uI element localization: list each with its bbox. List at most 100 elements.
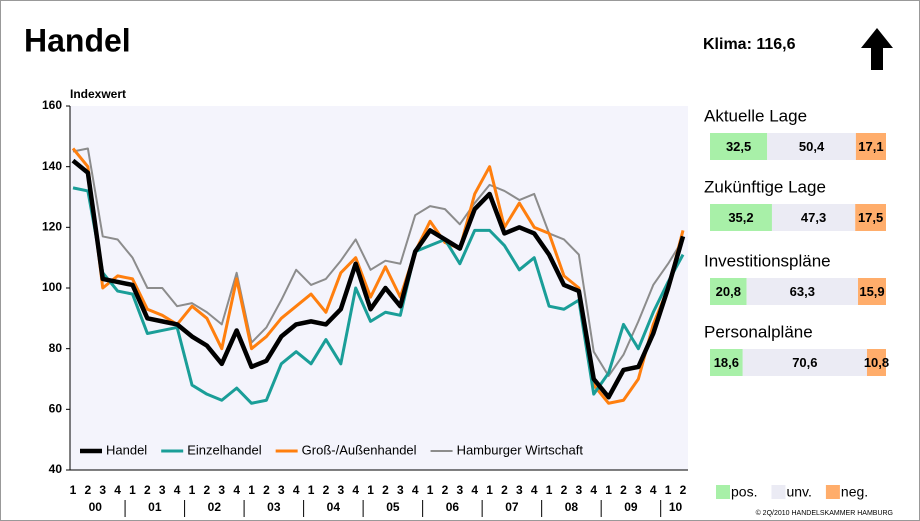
x-tick-label: 4 [590,483,597,497]
x-tick-label: 1 [546,483,553,497]
x-tick-label: 1 [248,483,255,497]
x-tick-label: 3 [99,483,106,497]
panel-value: 10,8 [864,355,889,370]
panel-value: 18,6 [714,355,739,370]
x-tick-label: 4 [233,483,240,497]
x-tick-label: 2 [680,483,687,497]
y-tick-label: 60 [49,402,63,416]
x-tick-label: 1 [70,483,77,497]
credit: © 2Q/2010 HANDELSKAMMER HAMBURG [756,509,893,517]
panel-bar [767,133,856,160]
y-tick-label: 140 [42,159,62,173]
legend-label: Groß-/Außenhandel [302,442,417,457]
panel-legend-label: neg. [841,484,868,500]
y-tick-label: 100 [42,280,62,294]
panel-title: Investitionspläne [704,251,831,270]
panel-bar [858,278,886,305]
x-tick-label: 4 [471,483,478,497]
y-tick-label: 120 [42,220,62,234]
panel-value: 20,8 [716,284,741,299]
x-tick-label: 1 [189,483,196,497]
y-tick-label: 160 [42,98,62,112]
x-tick-label: 1 [486,483,493,497]
panel-bar [710,278,747,305]
x-tick-label: 1 [367,483,374,497]
year-label: 03 [267,500,281,514]
series-line [71,158,686,400]
panel-title: Zukünftige Lage [704,177,826,196]
panel-value: 15,9 [859,284,884,299]
panel-bar [866,349,886,376]
year-label: 09 [624,500,638,514]
x-tick-label: 4 [412,483,419,497]
x-tick-label: 4 [650,483,657,497]
panel-bar [855,133,886,160]
x-tick-label: 2 [382,483,389,497]
klima: Klima: 116,6 [703,36,796,53]
panel-value: 47,3 [801,210,826,225]
year-label: 10 [669,500,683,514]
panel-value: 63,3 [790,284,815,299]
x-tick-label: 4 [293,483,300,497]
x-tick-label: 2 [323,483,330,497]
panel-value: 17,1 [858,139,883,154]
x-tick-label: 3 [635,483,642,497]
x-tick-label: 1 [427,483,434,497]
year-label: 04 [327,500,341,514]
x-tick-label: 2 [501,483,508,497]
panel-bar [710,133,768,160]
panel-value: 50,4 [799,139,825,154]
y-axis-label: Indexwert [70,87,126,101]
x-tick-label: 4 [174,483,181,497]
panel-value: 17,5 [858,210,883,225]
x-tick-label: 3 [397,483,404,497]
x-tick-label: 1 [308,483,315,497]
panel-bar [710,204,772,231]
year-label: 07 [505,500,519,514]
x-tick-label: 1 [605,483,612,497]
legend-label: Handel [106,442,147,457]
x-tick-label: 3 [159,483,166,497]
panel-bar [771,204,856,231]
arrow-up [861,28,893,70]
year-label: 00 [89,500,103,514]
x-tick-label: 2 [85,483,92,497]
x-tick-label: 4 [531,483,538,497]
panel-value: 35,2 [728,210,753,225]
y-tick-label: 40 [49,462,63,476]
x-tick-label: 2 [561,483,568,497]
panel-legend-swatch [771,485,786,499]
year-label: 01 [148,500,162,514]
x-tick-label: 1 [665,483,672,497]
panel-value: 32,5 [726,139,751,154]
panel-value: 70,6 [792,355,817,370]
panel-legend-swatch [716,485,730,499]
x-tick-label: 2 [144,483,151,497]
x-tick-label: 3 [516,483,523,497]
x-tick-label: 3 [576,483,583,497]
title: Handel [24,22,131,58]
panel-title: Personalpläne [704,322,813,341]
x-tick-label: 2 [204,483,211,497]
panel-title: Aktuelle Lage [704,106,807,125]
series-line [72,147,684,377]
x-tick-label: 4 [114,483,121,497]
x-tick-label: 2 [263,483,270,497]
panel-bar [710,349,743,376]
plot-area [70,106,688,470]
x-tick-label: 2 [620,483,627,497]
y-tick-label: 80 [49,341,63,355]
year-label: 02 [208,500,222,514]
year-label: 06 [446,500,460,514]
panel-bar [742,349,867,376]
year-label: 08 [565,500,579,514]
x-tick-label: 2 [442,483,449,497]
panel-bar [855,204,886,231]
x-tick-label: 3 [337,483,344,497]
x-tick-label: 4 [352,483,359,497]
panel-legend-swatch [825,485,840,499]
legend-label: Einzelhandel [187,442,262,457]
legend-label: Hamburger Wirtschaft [457,442,584,457]
x-tick-label: 3 [456,483,463,497]
